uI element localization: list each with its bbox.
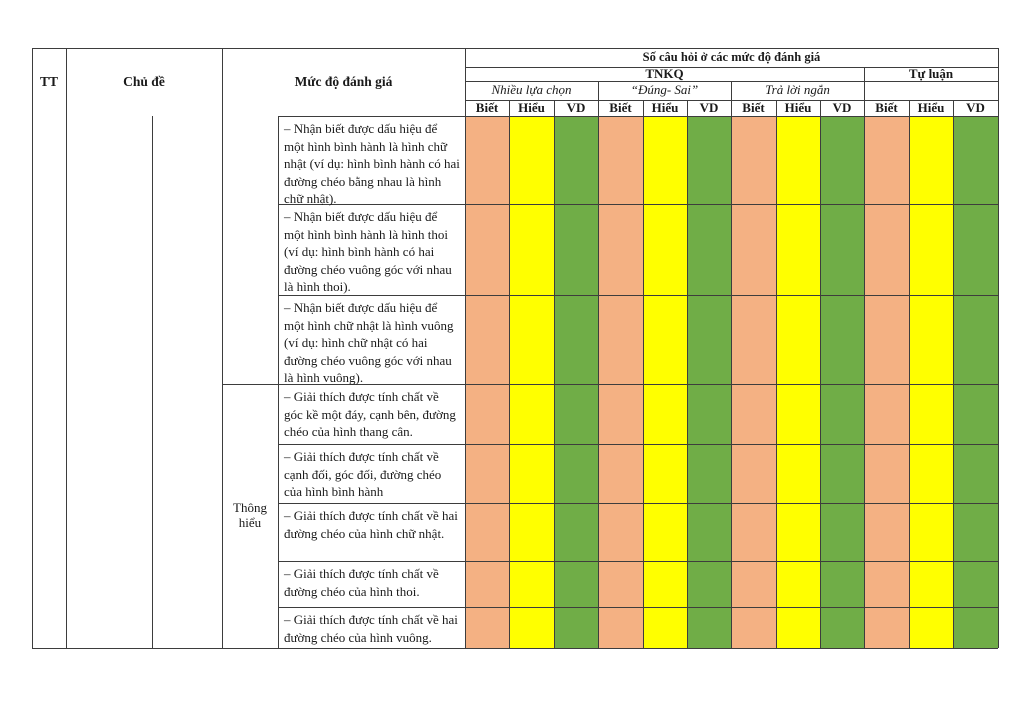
- grid-line: [776, 100, 777, 648]
- score-col-vd: [820, 116, 864, 648]
- level-header-hieu: Hiểu: [518, 99, 545, 115]
- header-tra-loi-ngan: Trả lời ngắn: [765, 82, 830, 98]
- grid-line: [278, 444, 998, 445]
- level-header-vd: VD: [966, 99, 985, 115]
- header-dung-sai: “Đúng- Sai”: [630, 82, 699, 98]
- table-row: – Giải thích được tính chất về hai đường…: [284, 612, 458, 645]
- level-header-vd: VD: [699, 99, 719, 115]
- table-row: – Giải thích được tính chất về đường ché…: [284, 566, 439, 599]
- header-nhieu-lua-chon: Nhiều lựa chọn: [491, 82, 572, 98]
- score-col-hieu: [509, 116, 554, 648]
- column-header-tt: TT: [39, 74, 58, 90]
- level-header-biet: Biết: [875, 99, 898, 115]
- score-col-vd: [953, 116, 998, 648]
- table-row: – Nhận biết được dấu hiệu để một hình bì…: [284, 209, 452, 294]
- grid-line: [864, 67, 865, 648]
- grid-line: [66, 48, 67, 648]
- grid-line: [687, 100, 688, 648]
- grid-line: [222, 384, 998, 385]
- grid-line: [465, 67, 998, 68]
- grid-line: [278, 295, 998, 296]
- table-row: – Nhận biết được dấu hiệu để một hình bì…: [284, 121, 460, 206]
- header-so-cau-hoi: Số câu hỏi ở các mức độ đánh giá: [642, 50, 821, 65]
- grid-line: [278, 607, 998, 608]
- grid-line: [278, 116, 279, 648]
- grid-line: [465, 48, 466, 648]
- score-col-vd: [554, 116, 598, 648]
- grid-line: [32, 48, 998, 49]
- level-header-hieu: Hiểu: [784, 99, 812, 115]
- grid-line: [222, 48, 223, 648]
- grid-line: [32, 648, 998, 649]
- table-row: – Giải thích được tính chất về góc kề mộ…: [284, 389, 456, 439]
- score-col-hieu: [643, 116, 687, 648]
- level-header-biet: Biết: [609, 99, 632, 115]
- grid-line: [643, 100, 644, 648]
- table-row: – Giải thích được tính chất về hai đường…: [284, 508, 458, 541]
- grid-line: [731, 81, 732, 648]
- score-col-biet: [864, 116, 909, 648]
- grid-line: [278, 116, 998, 117]
- score-col-biet: [465, 116, 509, 648]
- score-col-vd: [687, 116, 731, 648]
- grid-line: [278, 204, 998, 205]
- header-tu-luan: Tự luận: [908, 65, 954, 81]
- header-tnkq: TNKQ: [645, 65, 684, 81]
- grid-line: [152, 116, 153, 648]
- grid-line: [32, 48, 33, 648]
- grid-line: [509, 100, 510, 648]
- table-row: – Nhận biết được dấu hiệu để một hình ch…: [284, 300, 454, 385]
- grid-line: [598, 81, 599, 648]
- grid-line: [554, 100, 555, 648]
- column-header-chu-de: Chủ đề: [123, 74, 165, 90]
- table-row: – Giải thích được tính chất về cạnh đối,…: [284, 449, 442, 499]
- level-cell-thong-hieu: Thông hiểu: [233, 500, 267, 530]
- grid-line: [909, 100, 910, 648]
- level-header-hieu: Hiểu: [651, 99, 679, 115]
- grid-line: [998, 48, 999, 648]
- score-col-biet: [598, 116, 643, 648]
- level-header-biet: Biết: [742, 99, 765, 115]
- level-header-vd: VD: [832, 99, 852, 115]
- column-header-muc-do-danh-gia: Mức độ đánh giá: [294, 74, 393, 90]
- grid-line: [278, 503, 998, 504]
- level-header-vd: VD: [566, 99, 586, 115]
- grid-line: [278, 561, 998, 562]
- score-col-hieu: [776, 116, 820, 648]
- level-header-hieu: Hiểu: [917, 99, 945, 115]
- score-col-biet: [731, 116, 776, 648]
- grid-line: [953, 100, 954, 648]
- score-col-hieu: [909, 116, 953, 648]
- grid-line: [820, 100, 821, 648]
- level-header-biet: Biết: [475, 99, 499, 115]
